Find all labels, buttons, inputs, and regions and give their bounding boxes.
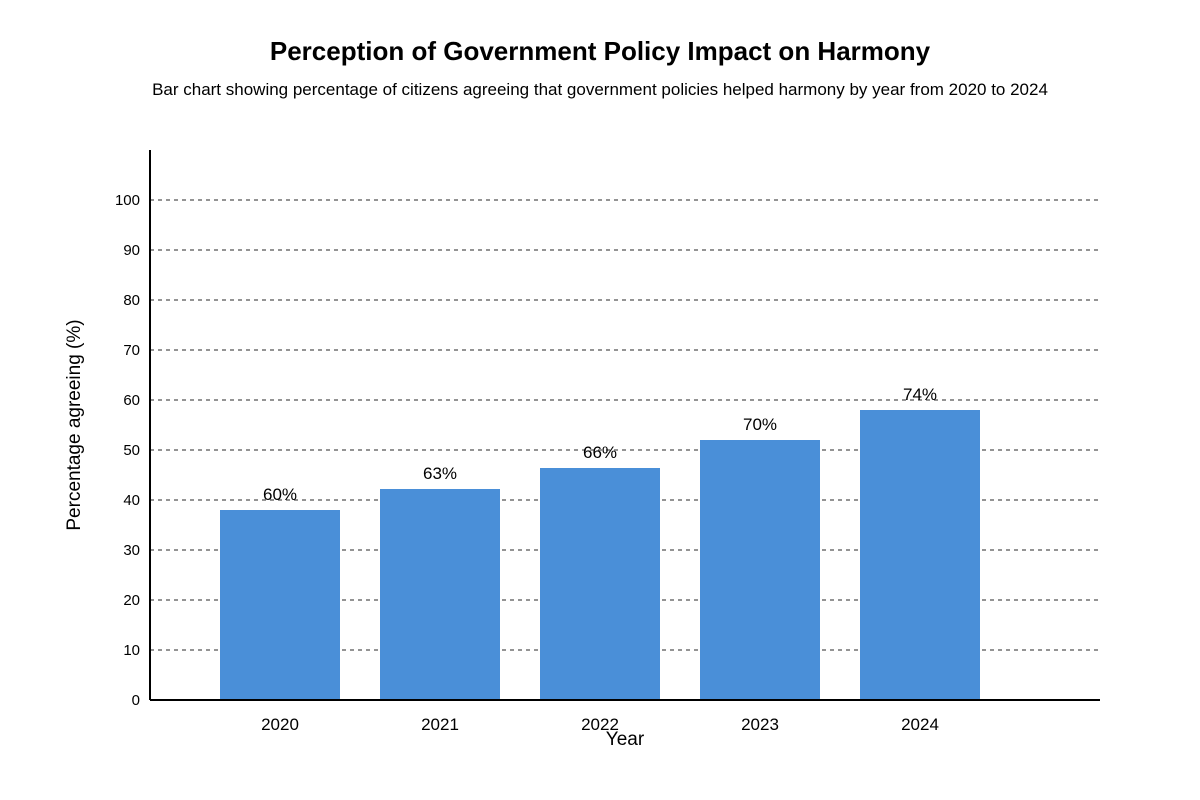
x-tick-label: 2022: [581, 715, 619, 734]
bar-value-label: 63%: [423, 464, 457, 483]
x-tick-label: 2020: [261, 715, 299, 734]
y-axis-ticks: 0 10 20 30 40 50 60 70 80 90 100: [115, 192, 140, 709]
data-labels: 60% 63% 66% 70% 74%: [263, 385, 937, 504]
bar-value-label: 66%: [583, 443, 617, 462]
y-tick-label: 20: [123, 592, 140, 609]
y-tick-label: 70: [123, 342, 140, 359]
bar-value-label: 74%: [903, 385, 937, 404]
bars: [220, 410, 980, 700]
x-axis-ticks: 2020 2021 2022 2023 2024: [261, 715, 939, 734]
y-tick-label: 90: [123, 242, 140, 259]
x-axis-label: Year: [606, 729, 645, 750]
y-tick-label: 30: [123, 542, 140, 559]
bar-value-label: 70%: [743, 415, 777, 434]
y-axis-label: Percentage agreeing (%): [64, 319, 85, 530]
x-tick-label: 2024: [901, 715, 939, 734]
y-tick-label: 80: [123, 292, 140, 309]
bar: [860, 410, 980, 700]
bar: [380, 489, 500, 700]
bar: [540, 468, 660, 700]
chart-subtitle: Bar chart showing percentage of citizens…: [152, 80, 1048, 99]
y-tick-label: 0: [132, 692, 140, 709]
y-tick-label: 10: [123, 642, 140, 659]
y-tick-label: 60: [123, 392, 140, 409]
bar: [700, 440, 820, 700]
bar-value-label: 60%: [263, 485, 297, 504]
y-tick-label: 100: [115, 192, 140, 209]
y-tick-label: 50: [123, 442, 140, 459]
bar: [220, 510, 340, 700]
x-tick-label: 2023: [741, 715, 779, 734]
y-tick-label: 40: [123, 492, 140, 509]
x-tick-label: 2021: [421, 715, 459, 734]
chart-title: Perception of Government Policy Impact o…: [270, 36, 931, 66]
